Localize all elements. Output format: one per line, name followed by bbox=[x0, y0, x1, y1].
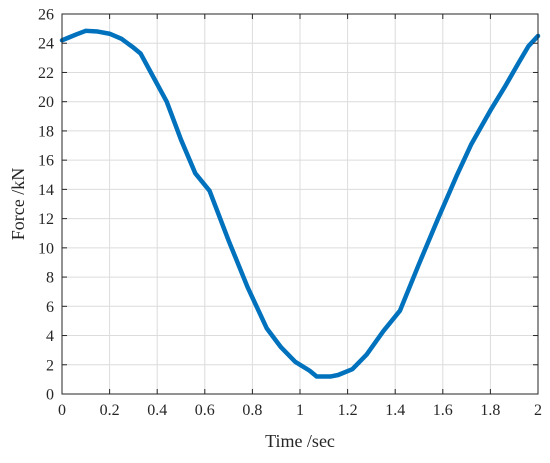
x-tick-label: 0.8 bbox=[242, 402, 262, 419]
y-tick-label: 14 bbox=[38, 182, 54, 199]
y-tick-label: 4 bbox=[46, 328, 54, 345]
x-tick-label: 1.2 bbox=[338, 402, 358, 419]
ticks bbox=[61, 13, 539, 395]
series-layer bbox=[59, 28, 541, 379]
x-tick-label: 0.4 bbox=[147, 402, 167, 419]
tick-labels: 0 0.2 0.4 0.6 0.8 1 1.2 1.4 1.6 1.8 20246810121416… bbox=[38, 7, 542, 420]
x-tick-label: 0.6 bbox=[195, 402, 215, 419]
y-tick-label: 16 bbox=[38, 153, 54, 170]
y-tick-label: 22 bbox=[38, 65, 54, 82]
x-tick-label: 1.8 bbox=[480, 402, 500, 419]
x-tick-label: 0 bbox=[58, 402, 66, 419]
y-tick-label: 18 bbox=[38, 123, 54, 140]
x-tick-label: 1.6 bbox=[433, 402, 453, 419]
x-tick-label: 2 bbox=[534, 402, 542, 419]
y-tick-label: 12 bbox=[38, 211, 54, 228]
y-axis-title: Force /kN bbox=[8, 168, 28, 240]
y-tick-label: 24 bbox=[38, 36, 54, 53]
x-axis-title: Time /sec bbox=[265, 431, 335, 451]
grid bbox=[62, 14, 538, 394]
y-tick-label: 20 bbox=[38, 94, 54, 111]
y-tick-label: 26 bbox=[38, 7, 54, 24]
force-series-line bbox=[59, 28, 541, 379]
y-tick-label: 6 bbox=[46, 299, 54, 316]
y-tick-label: 0 bbox=[46, 387, 54, 404]
x-tick-label: 1.4 bbox=[385, 402, 405, 419]
y-tick-label: 8 bbox=[46, 270, 54, 287]
x-tick-label: 0.2 bbox=[100, 402, 120, 419]
y-tick-label: 10 bbox=[38, 240, 54, 257]
x-tick-label: 1 bbox=[296, 402, 304, 419]
y-tick-label: 2 bbox=[46, 357, 54, 374]
